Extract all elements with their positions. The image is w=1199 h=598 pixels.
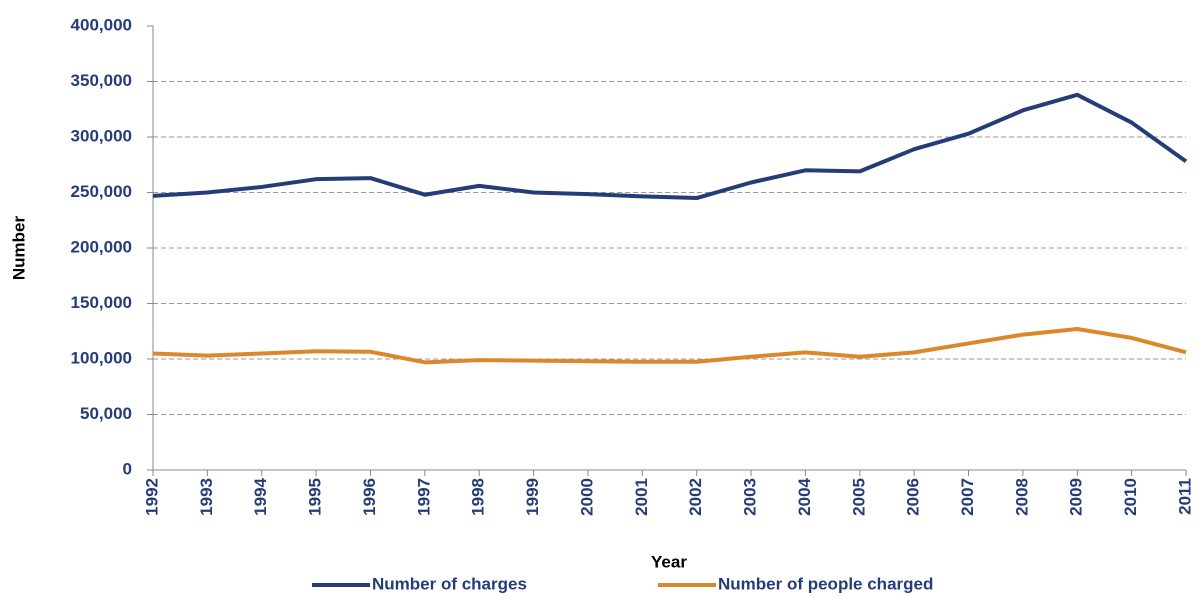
- x-tick-label: 1994: [251, 477, 270, 515]
- x-tick-label: 2003: [741, 478, 760, 516]
- x-tick-label: 1997: [414, 478, 433, 516]
- y-tick-label: 350,000: [71, 71, 132, 90]
- y-tick-label: 150,000: [71, 293, 132, 312]
- x-tick-label: 1995: [306, 478, 325, 516]
- y-tick-label: 100,000: [71, 348, 132, 367]
- legend-label: Number of charges: [372, 574, 527, 593]
- y-tick-label: 0: [123, 459, 132, 478]
- x-tick-label: 2005: [849, 478, 868, 516]
- x-tick-label: 1999: [523, 478, 542, 516]
- y-axis-title: Number: [9, 216, 28, 281]
- y-tick-label: 200,000: [71, 237, 132, 256]
- x-tick-label: 2000: [577, 478, 596, 516]
- legend-label: Number of people charged: [718, 574, 933, 593]
- y-tick-label: 300,000: [71, 126, 132, 145]
- y-tick-label: 400,000: [71, 15, 132, 34]
- x-tick-label: 1996: [360, 478, 379, 516]
- x-tick-label: 2004: [795, 477, 814, 515]
- series-line: [152, 92, 1188, 201]
- x-tick-label: 2001: [632, 478, 651, 516]
- x-tick-label: 2002: [686, 478, 705, 516]
- y-tick-label: 250,000: [71, 182, 132, 201]
- x-tick-label: 2007: [958, 478, 977, 516]
- x-tick-label: 1993: [197, 478, 216, 516]
- x-tick-label: 1992: [142, 478, 161, 516]
- x-tick-label: 2006: [904, 478, 923, 516]
- x-tick-label: 2008: [1012, 478, 1031, 516]
- y-tick-label: 50,000: [80, 404, 132, 423]
- x-tick-label: 1998: [469, 478, 488, 516]
- x-axis-title: Year: [651, 552, 687, 571]
- series-line: [152, 327, 1187, 365]
- x-tick-label: 2011: [1175, 478, 1194, 515]
- x-tick-label: 2009: [1067, 478, 1086, 516]
- x-tick-label: 2010: [1121, 478, 1140, 516]
